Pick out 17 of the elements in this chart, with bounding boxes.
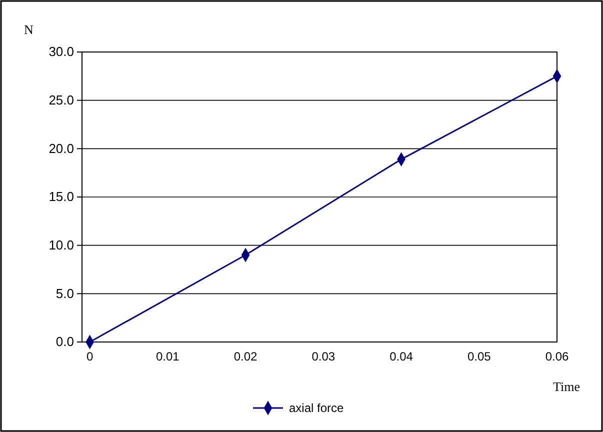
y-tick-label: 15.0 [48,189,74,204]
x-tick-label: 0.05 [467,350,492,364]
y-tick-label: 5.0 [56,286,74,301]
x-tick-label: 0.01 [156,350,180,364]
x-axis-title: Time [553,379,580,394]
y-tick-label: 20.0 [48,140,74,156]
x-tick-label: 0.03 [312,350,336,364]
y-tick-label: 0.0 [56,334,74,350]
y-tick-label: 25.0 [48,92,74,108]
y-tick-label: 10.0 [48,237,74,252]
y-tick-label: 30.0 [48,44,74,60]
x-tick-label: 0.02 [234,350,258,364]
x-tick-label: 0 [86,350,94,364]
legend-label: axial force [289,401,344,415]
y-axis-title: N [24,22,34,37]
x-tick-label: 0.04 [390,350,414,364]
x-tick-label: 0.06 [545,350,569,364]
